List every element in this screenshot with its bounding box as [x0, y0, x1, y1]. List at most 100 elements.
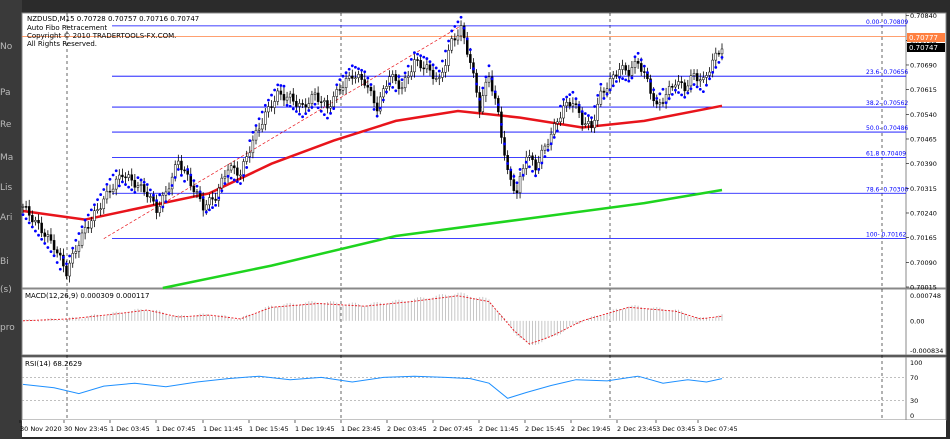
- psar-dot: [46, 246, 50, 249]
- psar-dot: [229, 176, 233, 180]
- candle-body: [633, 60, 637, 68]
- psar-dot: [310, 106, 314, 109]
- psar-dot: [89, 208, 93, 212]
- candle-body: [450, 38, 453, 51]
- candle-body: [416, 59, 419, 61]
- psar-dot: [701, 90, 705, 94]
- candle-body: [615, 74, 618, 77]
- psar-dot: [304, 112, 308, 116]
- psar-dot: [509, 168, 513, 172]
- rsi-panel[interactable]: [21, 356, 907, 421]
- candle-body: [444, 65, 447, 73]
- psar-dot: [136, 176, 140, 180]
- candle-body: [462, 25, 466, 39]
- psar-dot: [285, 103, 289, 107]
- candle-body: [307, 103, 311, 108]
- candle-body: [419, 60, 422, 69]
- psar-dot: [301, 115, 304, 119]
- candle-body: [459, 25, 463, 37]
- price-tick-label: 0.70240: [910, 209, 937, 217]
- candle-body: [649, 78, 652, 94]
- psar-dot: [58, 267, 62, 271]
- candle-body: [43, 232, 46, 237]
- candle-body: [658, 102, 662, 105]
- candle-body: [170, 176, 174, 190]
- psar-dot: [472, 67, 475, 71]
- candle-body: [466, 37, 469, 55]
- candle-body: [372, 90, 376, 104]
- candle-body: [556, 121, 559, 124]
- fib-level-label: 50.0- 0.70486: [866, 125, 908, 132]
- candle-body: [31, 215, 34, 223]
- current-price-label: 0.70747: [909, 44, 938, 52]
- indicator-name: Auto Fibo Retracement: [27, 24, 107, 32]
- candle-body: [400, 87, 404, 90]
- candle-body: [674, 84, 677, 88]
- psar-dot: [431, 63, 435, 67]
- candle-body: [267, 106, 270, 113]
- psar-dot: [559, 104, 562, 108]
- candle-body: [618, 69, 621, 77]
- price-tick-label: 0.70315: [910, 185, 937, 193]
- candle-body: [180, 160, 183, 171]
- psar-dot: [198, 190, 202, 194]
- psar-dot: [145, 183, 149, 186]
- psar-dot: [475, 82, 478, 86]
- psar-dot: [220, 189, 224, 193]
- price-axis-area[interactable]: [905, 12, 947, 289]
- psar-dot: [605, 92, 609, 96]
- candle-body: [52, 240, 56, 250]
- psar-dot: [375, 114, 379, 118]
- psar-dot: [627, 79, 631, 83]
- main-chart-area[interactable]: [21, 12, 907, 289]
- candle-body: [360, 74, 363, 80]
- candle-body: [332, 96, 335, 107]
- candle-body: [90, 220, 93, 229]
- psar-dot: [409, 57, 413, 61]
- psar-dot: [263, 103, 267, 107]
- candle-body: [699, 79, 702, 82]
- psar-dot: [223, 182, 227, 185]
- candle-body: [543, 145, 547, 151]
- rsi-tick-label: 30: [910, 397, 918, 405]
- psar-dot: [74, 238, 78, 242]
- bid-price-box: [907, 33, 945, 42]
- psar-dot: [167, 192, 171, 195]
- time-axis-area: [22, 420, 946, 437]
- psar-dot: [391, 85, 395, 89]
- price-tick-label: 0.70090: [910, 259, 937, 267]
- psar-dot: [633, 55, 637, 59]
- time-tick-label: 1 Dec 03:45: [110, 425, 150, 433]
- psar-dot: [226, 174, 230, 178]
- candle-body: [155, 200, 158, 213]
- candle-body: [403, 77, 407, 89]
- candle-body: [518, 176, 522, 194]
- candle-body: [627, 69, 631, 76]
- candle-body: [612, 74, 615, 79]
- psar-dot: [363, 70, 367, 74]
- candle-body: [574, 103, 578, 105]
- candle-body: [71, 253, 74, 264]
- candle-body: [177, 160, 180, 165]
- psar-dot: [527, 165, 531, 169]
- psar-dot: [496, 103, 500, 107]
- psar-dot: [276, 83, 280, 87]
- candle-body: [276, 90, 279, 102]
- psar-dot: [37, 233, 40, 237]
- psar-dot: [441, 59, 444, 63]
- psar-dot: [214, 203, 218, 207]
- psar-dot: [254, 124, 258, 127]
- candle-body: [285, 96, 289, 101]
- psar-dot: [484, 75, 488, 79]
- psar-dot: [260, 110, 264, 114]
- psar-dot: [319, 109, 323, 113]
- psar-dot: [583, 112, 587, 115]
- psar-dot: [298, 112, 301, 116]
- candle-body: [512, 179, 516, 191]
- candle-body: [319, 101, 323, 103]
- slow-moving-average-line: [162, 188, 723, 290]
- candle-body: [379, 96, 382, 112]
- candle-body: [366, 85, 370, 88]
- psar-dot: [40, 237, 44, 241]
